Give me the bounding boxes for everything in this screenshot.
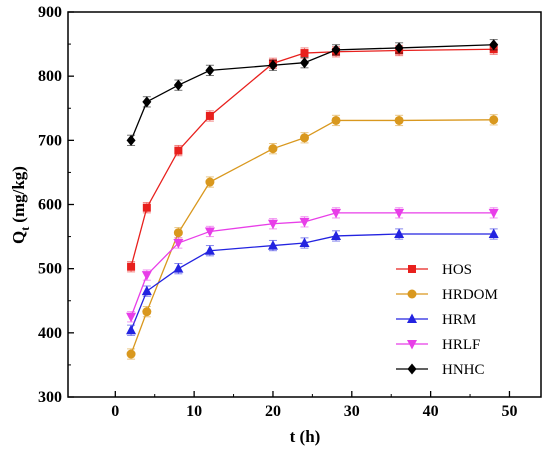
data-point [394,208,405,219]
legend-marker [408,265,416,273]
data-point [299,237,310,247]
y-axis-title-unit: (mg/kg) [9,166,28,223]
data-point [126,134,136,146]
data-point [173,79,183,91]
data-point [394,42,404,54]
y-tick-label: 800 [38,68,62,85]
data-point [488,208,499,219]
x-tick-label: 40 [423,403,439,420]
data-point [126,349,136,359]
x-axis-title: t (h) [290,427,321,446]
y-axis: 300 400 500 600 700 800 900 [38,4,74,406]
series-hrm [126,228,499,336]
data-point [205,111,214,120]
data-point [173,239,184,249]
y-tick-label: 900 [38,4,62,21]
data-point [488,228,499,239]
x-tick-label: 10 [186,403,202,420]
y-axis-title-subscript: t [18,227,32,231]
series-line [130,119,494,355]
y-tick-label: 500 [38,261,62,278]
y-tick-label: 300 [38,389,62,406]
x-axis: 0 10 20 30 40 50 [111,391,517,420]
x-tick-label: 30 [344,403,360,420]
legend-item-hrdom: HRDOM [396,287,498,303]
data-point [142,203,151,212]
data-point [173,228,183,238]
data-point [331,230,342,240]
legend-item-hos: HOS [396,262,472,278]
series-hrlf [126,207,499,323]
data-point [141,271,152,281]
data-point [268,144,278,154]
x-tick-label: 0 [111,403,119,420]
y-axis-title: Qt (mg/kg) [9,166,32,244]
legend-item-hrlf: HRLF [396,337,480,353]
series-line [130,44,494,141]
legend-marker [407,363,417,375]
data-point [331,208,342,219]
data-point [142,307,152,317]
data-point [142,96,152,108]
data-point [127,262,136,271]
data-point [489,115,499,125]
data-point [267,219,278,230]
legend-label: HRM [442,312,476,328]
series-hnhc [126,39,499,146]
data-point [300,133,309,143]
series-hos [127,43,498,273]
data-point [126,312,137,323]
data-point [394,115,404,125]
legend-marker [407,289,417,299]
data-point [205,64,215,76]
data-point [331,115,341,125]
data-point [204,245,215,255]
series-layer [126,39,499,360]
data-point [300,57,309,69]
data-point [126,324,137,335]
legend: HOS HRDOM HRM HRLF HNHC [396,262,498,378]
legend-label: HOS [442,262,472,278]
x-tick-label: 50 [501,403,517,420]
y-tick-label: 700 [38,132,62,149]
data-point [204,227,215,237]
series-line [130,233,494,331]
data-point [268,59,278,71]
data-point [205,177,215,187]
legend-item-hrm: HRM [396,312,476,328]
x-tick-label: 20 [265,403,281,420]
legend-label: HNHC [442,362,485,378]
data-point [141,285,152,296]
data-point [174,146,183,155]
data-point [299,217,310,228]
data-point [300,49,309,58]
data-point [173,263,184,273]
legend-label: HRLF [442,337,480,353]
legend-item-hnhc: HNHC [396,362,485,378]
data-point [267,240,278,250]
legend-marker [407,313,417,323]
legend-marker [407,340,417,350]
data-point [489,39,499,51]
data-point [331,44,341,56]
y-axis-title-main: Q [9,231,28,244]
legend-label: HRDOM [442,287,498,303]
y-tick-label: 400 [38,325,62,342]
data-point [394,228,405,239]
series-hrdom [126,114,499,360]
y-tick-label: 600 [38,197,62,214]
